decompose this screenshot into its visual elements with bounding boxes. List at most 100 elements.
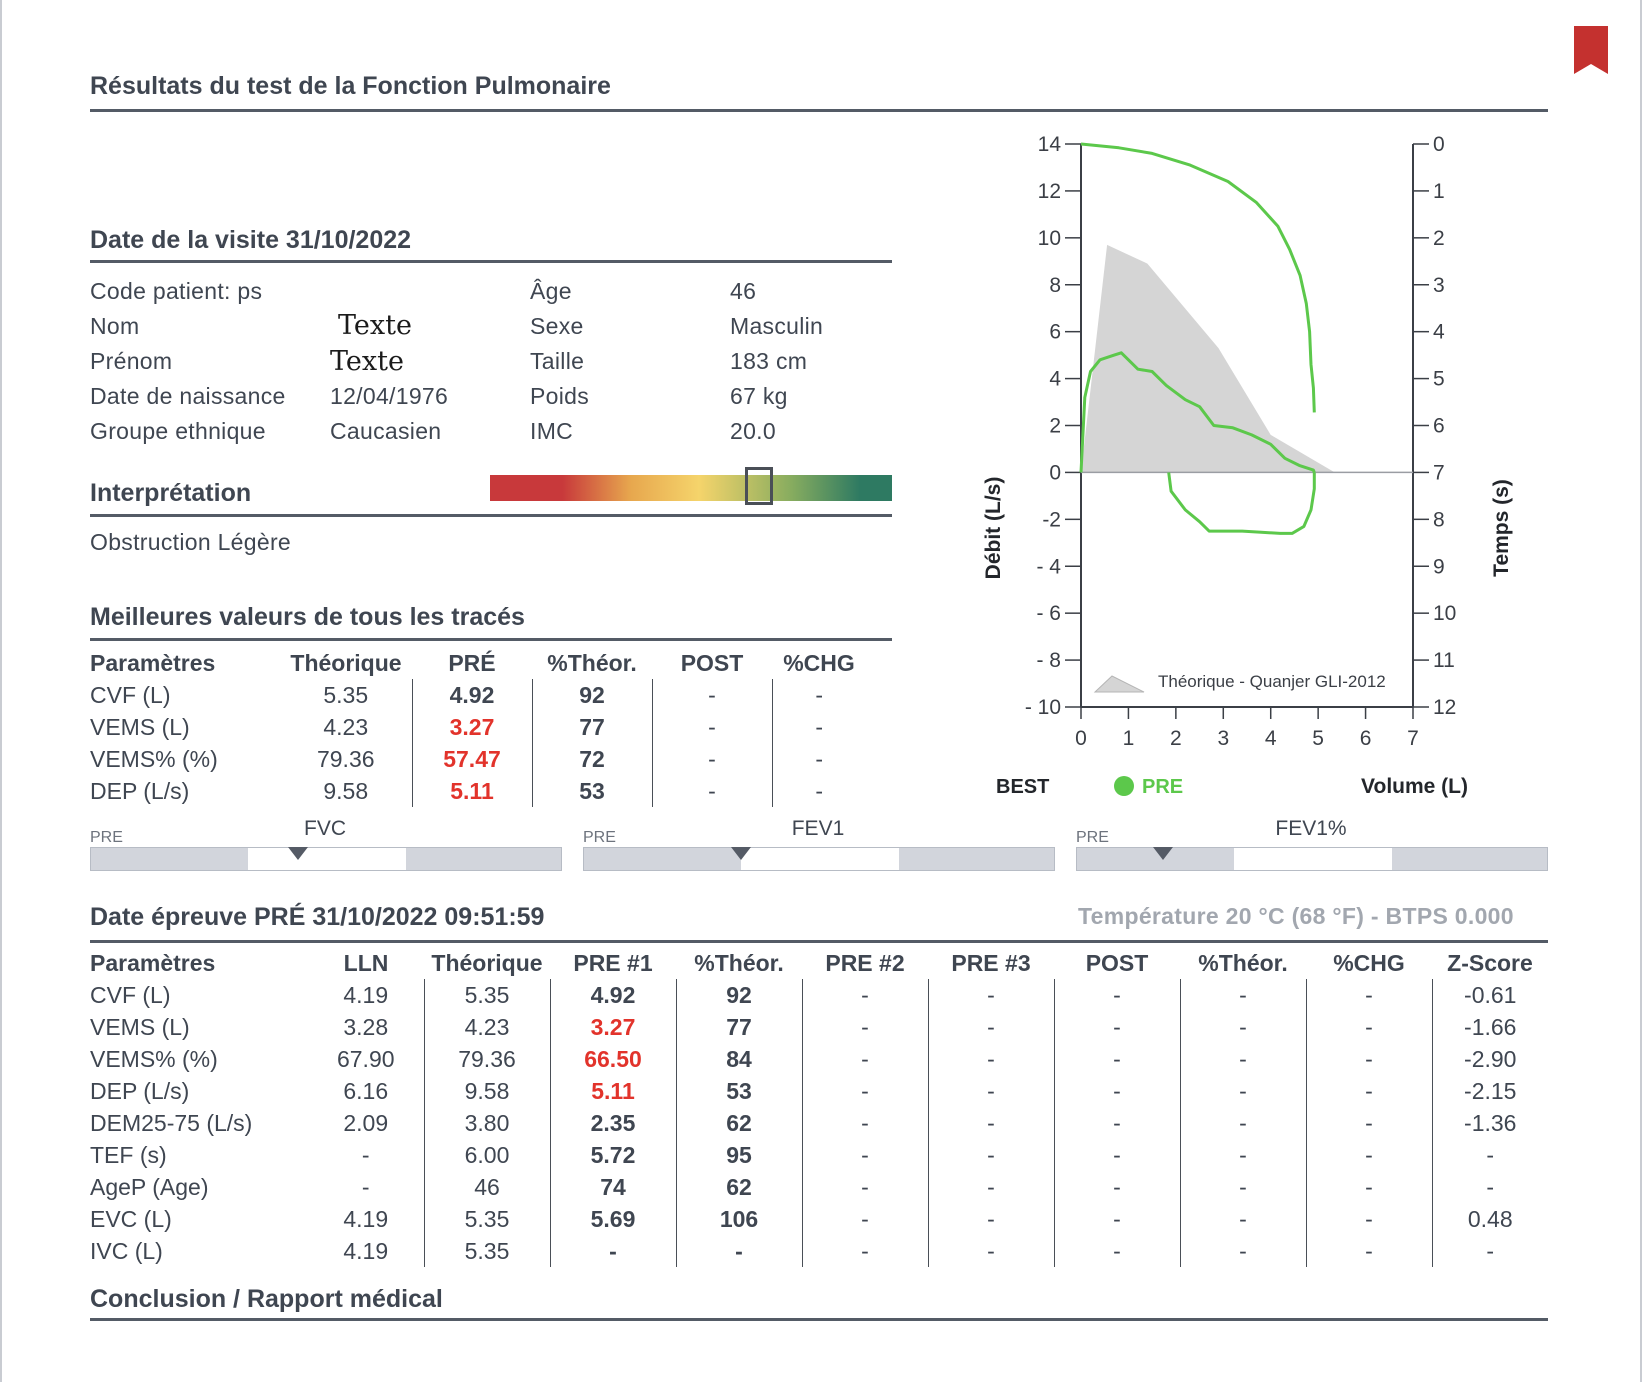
y-tick-label: 8 <box>1049 274 1061 297</box>
theoretical-cell: 5.35 <box>323 681 369 708</box>
y2-tick-label: 7 <box>1433 461 1445 484</box>
change-cell: - <box>1305 1107 1432 1139</box>
post-percent-cell: - <box>1179 1235 1306 1267</box>
x-tick-label: 7 <box>1407 727 1419 750</box>
parameter-cell: AgeP (Age) <box>90 1173 209 1200</box>
y-tick-label: - 8 <box>1036 649 1061 672</box>
column-header: PRE #3 <box>951 949 1031 976</box>
post-percent-cell: - <box>1179 1043 1306 1075</box>
column-header: POST <box>1085 949 1149 976</box>
test-header-row: Paramètres LLN Théorique PRE #1 %Théor. … <box>90 947 1548 979</box>
theoretical-cell: 9.58 <box>323 777 369 804</box>
change-cell: - <box>1305 1203 1432 1235</box>
pre2-cell: - <box>801 1107 928 1139</box>
pre2-cell: - <box>801 1171 928 1203</box>
change-cell: - <box>771 711 866 743</box>
pre2-cell: - <box>801 1235 928 1267</box>
pre-cell: 5.11 <box>411 775 532 807</box>
last-name-value: Texte <box>338 310 412 341</box>
zbar-title: FVC <box>304 817 346 840</box>
x-axis-label: Volume (L) <box>1361 775 1468 798</box>
best-values-row: VEMS (L) 4.23 3.27 77- - <box>90 711 866 743</box>
percent-theoretical-cell: 53 <box>675 1075 802 1107</box>
pre-cell: 3.27 <box>411 711 532 743</box>
x-tick-label: 5 <box>1312 727 1324 750</box>
visit-date-heading: Date de la visite 31/10/2022 <box>90 226 412 254</box>
post-cell: - <box>1053 1139 1180 1171</box>
lln-cell: - <box>361 1141 370 1168</box>
pre3-cell: - <box>927 1203 1054 1235</box>
parameter-cell: DEP (L/s) <box>90 1077 190 1104</box>
interpretation-heading: Interprétation <box>90 479 252 507</box>
parameter-cell: TEF (s) <box>90 1141 167 1168</box>
zbar-normal-range <box>1234 848 1392 870</box>
percent-theoretical-cell: 77 <box>675 1011 802 1043</box>
post-cell: - <box>651 743 772 775</box>
percent-theoretical-cell: - <box>675 1235 802 1267</box>
y2-tick-label: 2 <box>1433 227 1445 250</box>
pre2-cell: - <box>801 1011 928 1043</box>
pre1-cell: 66.50 <box>549 1043 676 1075</box>
bmi-value: 20.0 <box>730 418 776 444</box>
y2-tick-label: 8 <box>1433 508 1445 531</box>
post-cell: - <box>1053 1011 1180 1043</box>
column-header: Z-Score <box>1447 949 1533 976</box>
window-right-border <box>1640 0 1642 1382</box>
parameter-cell: VEMS% (%) <box>90 745 218 772</box>
percent-theoretical-cell: 92 <box>531 679 652 711</box>
post-cell: - <box>1053 1171 1180 1203</box>
x-tick-label: 4 <box>1265 727 1277 750</box>
visit-heading-rule <box>90 260 892 263</box>
pre-cell: 57.47 <box>411 743 532 775</box>
y-tick-label: - 10 <box>1025 696 1061 719</box>
y-tick-label: - 6 <box>1036 602 1061 625</box>
pre1-cell: - <box>549 1235 676 1267</box>
parameter-cell: VEMS (L) <box>90 713 190 740</box>
change-cell: - <box>1305 1139 1432 1171</box>
y2-tick-label: 11 <box>1433 649 1455 672</box>
pre1-cell: 4.92 <box>549 979 676 1011</box>
theoretical-area <box>1081 244 1335 473</box>
conclusion-heading: Conclusion / Rapport médical <box>90 1285 443 1313</box>
best-legend-label: BEST <box>996 776 1049 798</box>
parameter-cell: CVF (L) <box>90 681 171 708</box>
patient-code-label: Code patient: ps <box>90 278 263 304</box>
post-percent-cell: - <box>1179 979 1306 1011</box>
column-header: Théorique <box>290 649 402 676</box>
test-results-row: DEM25-75 (L/s) 2.09 3.80 2.35 62- - - - - -1.36 <box>90 1107 1548 1139</box>
y-tick-label: - 4 <box>1036 555 1061 578</box>
x-tick-label: 0 <box>1075 727 1087 750</box>
interpretation-scale <box>490 475 892 501</box>
change-cell: - <box>1305 1171 1432 1203</box>
best-values-table: Paramètres Théorique PRÉ %Théor. POST %C… <box>90 647 866 807</box>
birth-date-label: Date de naissance <box>90 383 286 409</box>
y-tick-label: 4 <box>1049 368 1061 391</box>
post-cell: - <box>1053 1235 1180 1267</box>
zbar-marker <box>287 847 308 860</box>
temperature-info: Température 20 °C (68 °F) - BTPS 0.000 <box>1078 903 1514 929</box>
report-title: Résultats du test de la Fonction Pulmona… <box>90 72 611 100</box>
best-values-row: DEP (L/s) 9.58 5.11 53- - <box>90 775 866 807</box>
lln-cell: 67.90 <box>336 1045 395 1072</box>
best-values-rule <box>90 638 892 641</box>
weight-value: 67 kg <box>730 383 788 409</box>
column-header: %Théor. <box>694 949 784 976</box>
conclusion-rule <box>90 1318 1548 1321</box>
best-values-heading: Meilleures valeurs de tous les tracés <box>90 603 525 631</box>
change-cell: - <box>1305 979 1432 1011</box>
column-header: Théorique <box>431 949 543 976</box>
z-score-cell: 0.48 <box>1431 1203 1548 1235</box>
y2-tick-label: 4 <box>1433 321 1445 344</box>
y-tick-label: 14 <box>1038 133 1062 156</box>
parameter-cell: IVC (L) <box>90 1237 163 1264</box>
pre3-cell: - <box>927 1107 1054 1139</box>
y2-tick-label: 1 <box>1433 180 1445 203</box>
zbar-track <box>1076 847 1548 871</box>
bookmark-icon[interactable] <box>1574 26 1608 74</box>
pre-cell: 4.92 <box>411 679 532 711</box>
pre3-cell: - <box>927 1171 1054 1203</box>
zbar-title: FEV1 <box>791 817 845 840</box>
pre1-cell: 5.72 <box>549 1139 676 1171</box>
